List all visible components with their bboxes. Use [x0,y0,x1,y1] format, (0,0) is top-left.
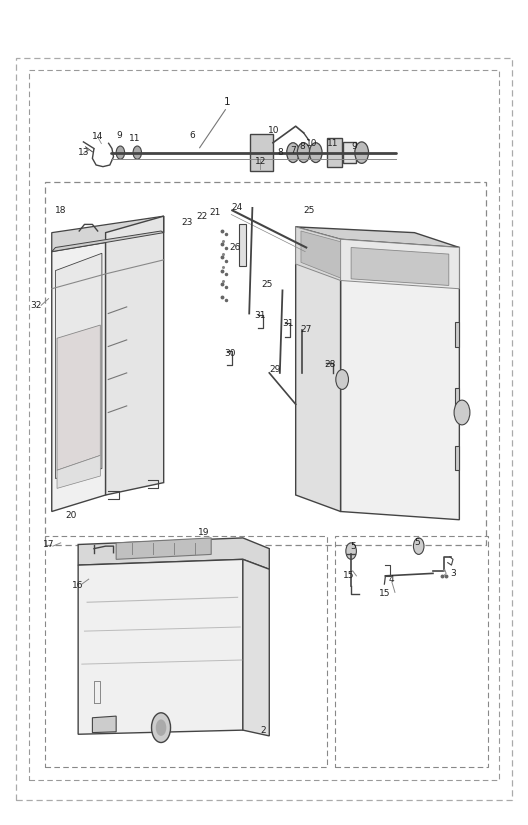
Text: 11: 11 [129,134,140,143]
Bar [29,70,499,780]
Text: 25: 25 [303,206,315,214]
Text: 25: 25 [261,280,272,289]
Polygon shape [52,231,164,252]
Text: 21: 21 [210,209,221,217]
Circle shape [116,146,125,159]
Text: 31: 31 [254,311,266,319]
Circle shape [336,370,348,389]
Text: 5: 5 [414,539,420,547]
Text: 9: 9 [116,131,121,139]
Polygon shape [296,227,341,512]
Text: 22: 22 [196,212,208,220]
Text: 1: 1 [224,97,230,107]
Polygon shape [243,559,269,736]
Text: 14: 14 [92,132,103,140]
Text: 24: 24 [231,204,242,212]
Text: 13: 13 [78,148,89,157]
Text: 9: 9 [351,143,356,151]
Bar [45,182,486,544]
Text: 27: 27 [300,326,312,334]
Text: 29: 29 [269,365,280,374]
Text: 23: 23 [182,219,193,227]
Polygon shape [55,253,102,478]
Text: 6: 6 [190,131,195,139]
Circle shape [133,146,142,159]
Polygon shape [106,216,164,495]
Text: 10: 10 [268,126,279,134]
Text: 15: 15 [379,590,390,598]
Polygon shape [78,559,243,734]
Bar [327,138,342,167]
Text: 31: 31 [282,319,294,328]
Text: 12: 12 [254,158,266,166]
Text: 15: 15 [343,572,354,580]
Circle shape [346,543,356,559]
Polygon shape [455,388,459,412]
Polygon shape [455,446,459,470]
Text: 16: 16 [72,582,84,590]
Text: 7: 7 [290,146,296,154]
Polygon shape [351,248,449,285]
Bar [335,536,488,767]
Text: 3: 3 [450,569,456,578]
Polygon shape [341,239,459,520]
Text: 4: 4 [389,575,394,583]
Text: 26: 26 [229,243,241,252]
Text: 19: 19 [197,528,209,536]
Circle shape [309,143,322,163]
Bar [343,142,356,163]
Circle shape [454,400,470,425]
Text: 5: 5 [350,542,355,550]
Text: 32: 32 [30,301,42,309]
Text: 2: 2 [260,726,266,734]
Polygon shape [296,227,459,248]
Polygon shape [92,716,116,733]
Circle shape [355,142,369,163]
Polygon shape [301,231,341,278]
Polygon shape [57,325,100,470]
Polygon shape [52,216,164,252]
Text: 8: 8 [299,143,305,151]
Polygon shape [57,455,100,488]
Circle shape [287,143,299,163]
Polygon shape [341,239,459,289]
Text: 30: 30 [224,349,235,357]
Polygon shape [296,227,341,280]
Text: 18: 18 [55,206,67,214]
Text: 8: 8 [277,148,282,157]
Polygon shape [78,538,269,569]
Circle shape [297,143,310,163]
Bar [250,134,273,171]
Bar [239,224,246,266]
Text: 10: 10 [306,139,317,148]
Text: 11: 11 [327,139,338,148]
Text: 28: 28 [324,361,336,369]
Circle shape [413,538,424,554]
Bar [45,536,327,767]
Polygon shape [116,538,211,559]
Polygon shape [455,322,459,346]
Text: 20: 20 [65,512,77,520]
Circle shape [152,713,171,742]
Text: 17: 17 [43,540,55,549]
Circle shape [156,719,166,736]
Polygon shape [52,233,106,512]
